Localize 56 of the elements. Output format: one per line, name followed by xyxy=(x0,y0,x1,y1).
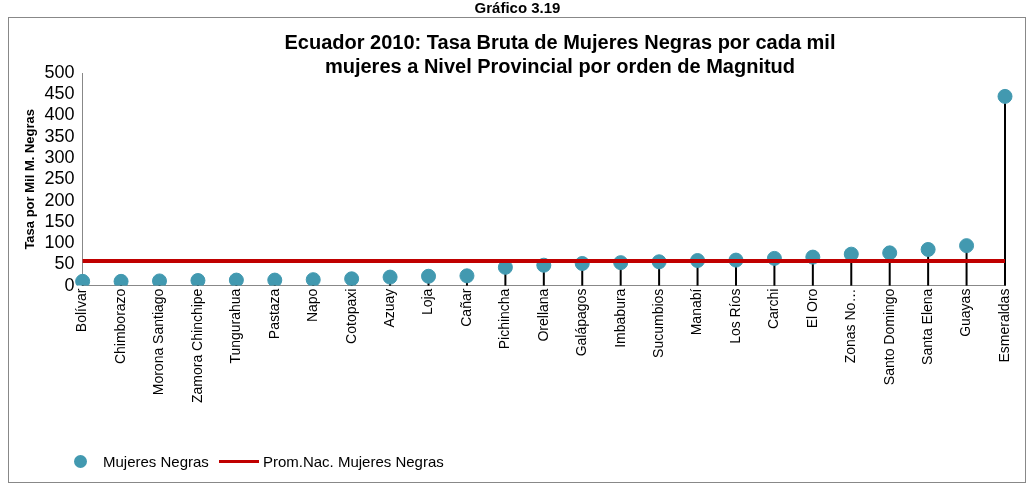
x-tick-label: Carchi xyxy=(765,288,782,330)
point xyxy=(228,272,244,286)
point xyxy=(959,238,975,254)
y-tick-label: 300 xyxy=(44,147,75,168)
x-tick-label: Loja xyxy=(419,288,436,316)
x-tick-label: Tungurahua xyxy=(227,288,244,364)
legend-label: Mujeres Negras xyxy=(103,453,209,470)
x-tick-label: Zonas No… xyxy=(842,288,859,364)
x-tick-label: Los Ríos xyxy=(726,288,743,344)
x-tick-label: Imbabura xyxy=(611,288,628,348)
y-tick-label: 150 xyxy=(44,210,75,231)
point xyxy=(997,88,1013,104)
y-tick-label: 50 xyxy=(54,253,75,274)
x-tick-label: El Oro xyxy=(803,288,820,329)
point xyxy=(190,273,206,286)
x-tick-label: Guayas xyxy=(957,288,974,337)
x-tick-label: Morona Santiago xyxy=(150,288,167,396)
x-tick-label: Pastaza xyxy=(265,288,282,340)
point xyxy=(920,241,936,257)
x-tick-label: Cañar xyxy=(457,288,474,327)
chart-subtitle: Ecuador 2010: Tasa Bruta de Mujeres Negras por cada mil mujeres a Nivel Provincial por orden de Magnitud xyxy=(283,30,837,78)
point xyxy=(344,271,360,286)
x-tick-label: Sucumbios xyxy=(649,288,666,358)
x-tick-label: Napo xyxy=(304,288,321,323)
point xyxy=(113,273,129,286)
x-tick-label: Manabí xyxy=(688,288,705,336)
point xyxy=(382,269,398,285)
point xyxy=(267,272,283,286)
x-tick-label: Orellana xyxy=(534,288,551,342)
x-tick-label: Zamora Chinchipe xyxy=(188,288,205,403)
y-tick-label: 350 xyxy=(44,125,75,146)
x-tick-label: Bolívar xyxy=(73,288,90,333)
y-tick-label: 0 xyxy=(64,274,75,295)
point xyxy=(75,273,91,286)
y-tick-label: 400 xyxy=(44,104,75,125)
y-tick-label: 100 xyxy=(44,232,75,253)
y-axis-title: Tasa por Mil M. Negras xyxy=(22,108,38,250)
y-tick-label: 250 xyxy=(44,168,75,189)
x-tick-label: Azuay xyxy=(380,288,397,328)
x-tick-label: Esmeraldas xyxy=(995,288,1012,363)
x-tick-label: Santa Elena xyxy=(919,288,935,365)
point xyxy=(305,272,321,286)
point xyxy=(421,268,437,284)
legend-label: Prom.Nac. Mujeres Negras xyxy=(262,453,444,470)
y-tick-label: 450 xyxy=(44,83,75,104)
point xyxy=(152,273,167,286)
point xyxy=(882,245,898,261)
point xyxy=(459,268,475,284)
x-tick-label: Cotopaxi xyxy=(342,288,359,344)
x-tick-label: Galápagos xyxy=(573,288,590,357)
x-tick-label: Chimborazo xyxy=(111,288,128,365)
y-tick-label: 500 xyxy=(44,61,75,82)
x-tick-label: Pichincha xyxy=(496,288,513,350)
chart-title: Gráfico 3.19 xyxy=(473,0,562,16)
y-tick-label: 200 xyxy=(44,189,75,210)
x-tick-label: Santo Domingo xyxy=(880,288,897,386)
